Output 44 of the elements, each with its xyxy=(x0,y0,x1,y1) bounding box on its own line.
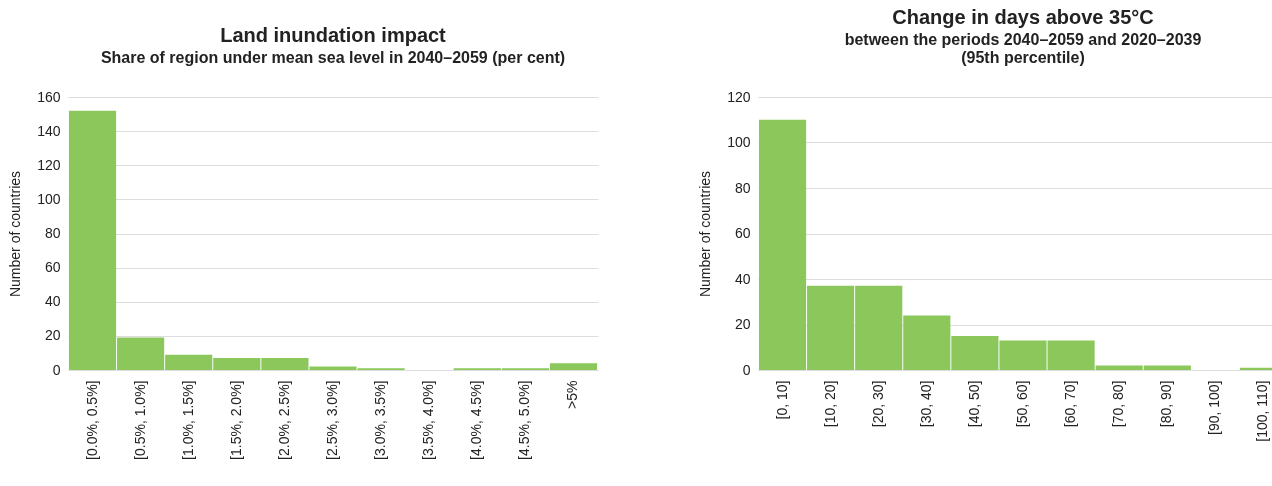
x-tick-label: [3.0%, 3.5%] xyxy=(372,380,389,460)
y-tick-label: 120 xyxy=(37,156,61,173)
x-tick-label: [0, 10] xyxy=(773,380,790,420)
x-tick-label: [30, 40] xyxy=(917,380,934,428)
y-tick-label: 100 xyxy=(727,134,751,150)
x-tick-label: [60, 70] xyxy=(1062,380,1079,428)
x-tick-label: [40, 50] xyxy=(965,380,982,428)
y-axis-title: Number of countries xyxy=(697,170,714,298)
y-tick-label: 80 xyxy=(44,225,61,241)
x-tick-label: [70, 80] xyxy=(1110,380,1127,428)
y-tick-label: 40 xyxy=(734,270,751,287)
y-tick-label: 20 xyxy=(44,327,61,344)
chart-title: Change in days above 35°C xyxy=(892,6,1154,28)
y-tick-label: 160 xyxy=(37,88,61,105)
y-tick-label: 80 xyxy=(734,179,751,196)
chart-title: Land inundation impact xyxy=(220,24,447,46)
x-tick-label: [10, 20] xyxy=(821,380,838,428)
x-tick-label: [2.5%, 3.0%] xyxy=(324,380,340,460)
x-tick-label: [20, 30] xyxy=(869,380,886,428)
x-tick-label: [50, 60] xyxy=(1014,380,1030,428)
x-tick-label: [1.0%, 1.5%] xyxy=(179,380,196,460)
y-tick-label: 20 xyxy=(734,316,751,332)
y-axis-title: Number of countries xyxy=(7,170,24,298)
x-tick-label: [4.5%, 5.0%] xyxy=(516,380,533,460)
y-tick-label: 40 xyxy=(44,293,61,310)
x-tick-label: [0.0%, 0.5%] xyxy=(83,380,100,460)
y-tick-label: 0 xyxy=(52,361,61,378)
x-tick-label: [80, 90] xyxy=(1158,380,1175,428)
x-tick-label: [3.5%, 4.0%] xyxy=(420,380,437,460)
y-tick-label: 60 xyxy=(44,259,61,276)
x-tick-label: [100, 110] xyxy=(1254,380,1271,442)
y-tick-label: 60 xyxy=(734,225,751,241)
x-tick-label: [2.0%, 2.5%] xyxy=(275,380,292,460)
chart-subtitle: between the periods 2040–2059 and 2020–2039 (95th percentile) xyxy=(844,31,1202,66)
y-tick-label: 0 xyxy=(742,361,751,378)
x-tick-label: [4.0%, 4.5%] xyxy=(468,380,485,460)
x-tick-label: [90, 100] xyxy=(1206,380,1223,435)
x-tick-label: >5% xyxy=(564,380,581,409)
y-tick-label: 100 xyxy=(37,190,61,207)
y-tick-label: 140 xyxy=(37,122,61,139)
x-tick-label: [1.5%, 2.0%] xyxy=(227,380,244,460)
x-tick-label: [0.5%, 1.0%] xyxy=(131,380,148,460)
y-tick-label: 120 xyxy=(727,88,751,105)
chart-subtitle: Share of region under mean sea level in 2040–2059 (per cent) xyxy=(100,49,566,66)
